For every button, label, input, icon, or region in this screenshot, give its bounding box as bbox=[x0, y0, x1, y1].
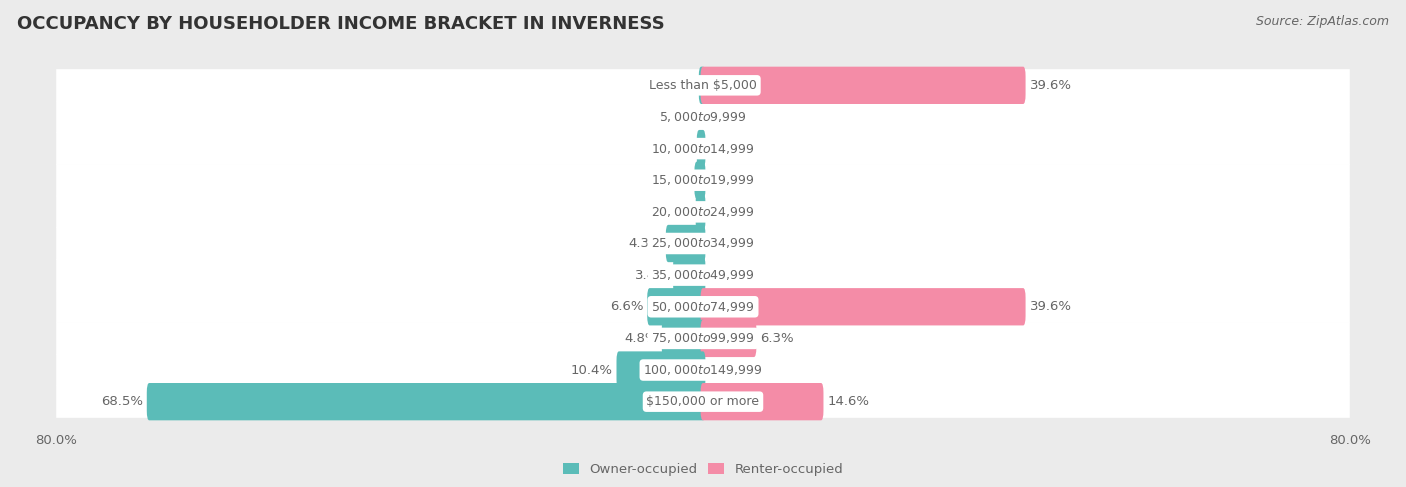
FancyBboxPatch shape bbox=[56, 259, 1350, 291]
FancyBboxPatch shape bbox=[647, 288, 706, 325]
Text: 4.3%: 4.3% bbox=[628, 237, 662, 250]
Text: 68.5%: 68.5% bbox=[101, 395, 143, 408]
Text: 0.0%: 0.0% bbox=[710, 269, 742, 281]
Text: 0.47%: 0.47% bbox=[651, 142, 693, 155]
Text: 0.0%: 0.0% bbox=[710, 142, 742, 155]
Text: 39.6%: 39.6% bbox=[1029, 79, 1071, 92]
Text: $75,000 to $99,999: $75,000 to $99,999 bbox=[651, 331, 755, 345]
FancyBboxPatch shape bbox=[56, 69, 1350, 101]
Text: 39.6%: 39.6% bbox=[1029, 300, 1071, 313]
FancyBboxPatch shape bbox=[56, 164, 1350, 196]
FancyBboxPatch shape bbox=[699, 67, 706, 104]
FancyBboxPatch shape bbox=[673, 257, 706, 294]
Text: $100,000 to $149,999: $100,000 to $149,999 bbox=[644, 363, 762, 377]
Text: 0.22%: 0.22% bbox=[652, 79, 695, 92]
FancyBboxPatch shape bbox=[666, 225, 706, 262]
Text: $5,000 to $9,999: $5,000 to $9,999 bbox=[659, 110, 747, 124]
Text: $35,000 to $49,999: $35,000 to $49,999 bbox=[651, 268, 755, 282]
Text: 10.4%: 10.4% bbox=[571, 363, 613, 376]
Text: Source: ZipAtlas.com: Source: ZipAtlas.com bbox=[1256, 15, 1389, 28]
FancyBboxPatch shape bbox=[56, 322, 1350, 355]
FancyBboxPatch shape bbox=[56, 291, 1350, 323]
Text: Less than $5,000: Less than $5,000 bbox=[650, 79, 756, 92]
Text: 6.3%: 6.3% bbox=[761, 332, 794, 345]
FancyBboxPatch shape bbox=[146, 383, 706, 420]
Text: 0.61%: 0.61% bbox=[650, 206, 692, 218]
Text: 3.4%: 3.4% bbox=[636, 269, 669, 281]
Text: 0.76%: 0.76% bbox=[648, 174, 690, 187]
Text: $25,000 to $34,999: $25,000 to $34,999 bbox=[651, 237, 755, 250]
Text: $50,000 to $74,999: $50,000 to $74,999 bbox=[651, 300, 755, 314]
FancyBboxPatch shape bbox=[662, 320, 706, 357]
FancyBboxPatch shape bbox=[56, 132, 1350, 165]
Text: 4.8%: 4.8% bbox=[624, 332, 658, 345]
Text: 0.0%: 0.0% bbox=[710, 237, 742, 250]
Text: 0.0%: 0.0% bbox=[710, 111, 742, 124]
FancyBboxPatch shape bbox=[697, 130, 706, 167]
FancyBboxPatch shape bbox=[696, 193, 706, 230]
Text: $15,000 to $19,999: $15,000 to $19,999 bbox=[651, 173, 755, 187]
FancyBboxPatch shape bbox=[56, 196, 1350, 228]
Text: 0.0%: 0.0% bbox=[710, 363, 742, 376]
Text: $10,000 to $14,999: $10,000 to $14,999 bbox=[651, 142, 755, 156]
Text: 14.6%: 14.6% bbox=[828, 395, 869, 408]
FancyBboxPatch shape bbox=[700, 383, 824, 420]
FancyBboxPatch shape bbox=[700, 67, 1025, 104]
Text: OCCUPANCY BY HOUSEHOLDER INCOME BRACKET IN INVERNESS: OCCUPANCY BY HOUSEHOLDER INCOME BRACKET … bbox=[17, 15, 665, 33]
FancyBboxPatch shape bbox=[56, 227, 1350, 260]
FancyBboxPatch shape bbox=[56, 354, 1350, 386]
Legend: Owner-occupied, Renter-occupied: Owner-occupied, Renter-occupied bbox=[558, 458, 848, 481]
Text: 6.6%: 6.6% bbox=[610, 300, 643, 313]
Text: 0.0%: 0.0% bbox=[710, 206, 742, 218]
Text: 0.0%: 0.0% bbox=[664, 111, 696, 124]
FancyBboxPatch shape bbox=[700, 288, 1025, 325]
FancyBboxPatch shape bbox=[616, 352, 706, 389]
FancyBboxPatch shape bbox=[695, 162, 706, 199]
FancyBboxPatch shape bbox=[56, 386, 1350, 418]
Text: $20,000 to $24,999: $20,000 to $24,999 bbox=[651, 205, 755, 219]
Text: 0.0%: 0.0% bbox=[710, 174, 742, 187]
Text: $150,000 or more: $150,000 or more bbox=[647, 395, 759, 408]
FancyBboxPatch shape bbox=[56, 101, 1350, 133]
FancyBboxPatch shape bbox=[700, 320, 756, 357]
